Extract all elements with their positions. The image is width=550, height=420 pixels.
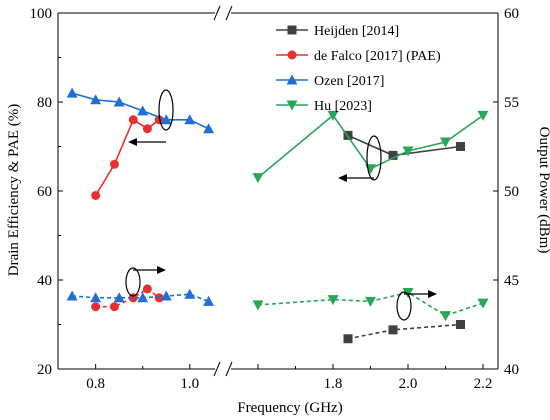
data-point-marker bbox=[440, 137, 451, 148]
data-point-marker bbox=[477, 110, 489, 121]
data-point-marker bbox=[203, 295, 215, 306]
output-power-line bbox=[347, 323, 461, 340]
y-axis-left-title: Drain Efficiency & PAE (%) bbox=[6, 104, 22, 276]
y-right-tick-label: 40 bbox=[504, 362, 519, 378]
data-point-marker bbox=[287, 50, 297, 60]
arrow-head bbox=[338, 174, 347, 182]
data-point-marker bbox=[327, 110, 339, 121]
x-tick-label: 1.8 bbox=[324, 376, 343, 392]
y-left-tick-label: 80 bbox=[37, 95, 52, 111]
y-left-tick-label: 40 bbox=[37, 273, 52, 289]
y-right-tick-label: 50 bbox=[504, 184, 519, 200]
x-tick-label: 2.2 bbox=[474, 376, 493, 392]
series-2 bbox=[91, 115, 164, 312]
annotation-ellipse bbox=[396, 291, 412, 321]
data-point-marker bbox=[286, 100, 298, 111]
data-point-marker bbox=[252, 173, 264, 184]
efficiency-line bbox=[257, 114, 484, 179]
legend-label: Ozen [2017] bbox=[314, 74, 384, 89]
legend-label: de Falco [2017] (PAE) bbox=[314, 49, 441, 64]
data-point-marker bbox=[286, 74, 298, 85]
data-point-marker bbox=[402, 287, 414, 298]
legend-label: Hu [2023] bbox=[314, 99, 372, 114]
annotation-layer bbox=[125, 89, 437, 321]
annotation-ellipse bbox=[125, 267, 141, 297]
arrow-head bbox=[157, 266, 166, 274]
data-point-marker bbox=[327, 295, 339, 306]
data-point-marker bbox=[402, 146, 414, 157]
y-axis-right-title: Output Power (dBm) bbox=[536, 127, 550, 254]
data-point-marker bbox=[66, 290, 78, 301]
data-point-marker bbox=[160, 114, 172, 125]
y-left-tick-label: 100 bbox=[30, 6, 53, 22]
y-right-tick-label: 60 bbox=[504, 6, 519, 22]
data-point-marker bbox=[343, 334, 353, 344]
data-point-marker bbox=[91, 302, 101, 312]
data-point-marker bbox=[365, 164, 376, 175]
axis-break-mark bbox=[213, 5, 221, 21]
arrow-head bbox=[128, 138, 137, 146]
x-axis-title: Frequency (GHz) bbox=[237, 400, 342, 416]
y-left-tick-label: 20 bbox=[37, 362, 52, 378]
y-left-tick-label: 60 bbox=[37, 184, 52, 200]
axes: 20 40 60 80 100 40 45 50 55 60 0.8 1.0 1.8 2.0 2.2 bbox=[30, 5, 519, 392]
series-layer bbox=[66, 87, 489, 344]
x-tick-label: 1.0 bbox=[180, 376, 199, 392]
data-point-marker bbox=[477, 298, 489, 309]
data-point-marker bbox=[142, 284, 152, 294]
axis-break-mark bbox=[225, 361, 233, 377]
data-point-marker bbox=[109, 159, 119, 169]
axis-break-mark bbox=[225, 5, 233, 21]
series-3 bbox=[66, 87, 215, 306]
series-4 bbox=[252, 110, 489, 322]
arrow-head bbox=[428, 290, 437, 298]
data-point-marker bbox=[160, 290, 172, 301]
data-point-marker bbox=[137, 105, 149, 116]
data-point-marker bbox=[184, 114, 196, 125]
data-point-marker bbox=[252, 300, 264, 311]
data-point-marker bbox=[91, 190, 101, 200]
annotation-ellipse bbox=[158, 89, 174, 131]
data-point-marker bbox=[365, 296, 376, 307]
data-point-marker bbox=[128, 115, 138, 125]
data-point-marker bbox=[113, 96, 125, 107]
data-point-marker bbox=[456, 320, 465, 329]
data-point-marker bbox=[137, 292, 149, 303]
data-point-marker bbox=[388, 150, 398, 160]
axis-break-mark bbox=[213, 361, 221, 377]
data-point-marker bbox=[109, 302, 119, 312]
data-point-marker bbox=[113, 292, 125, 303]
y-right-tick-label: 55 bbox=[504, 95, 519, 111]
data-point-marker bbox=[287, 25, 297, 35]
data-point-marker bbox=[90, 292, 102, 303]
y-right-tick-label: 45 bbox=[504, 273, 519, 289]
data-point-marker bbox=[440, 311, 451, 322]
annotation-ellipse bbox=[366, 135, 382, 181]
data-point-marker bbox=[456, 142, 465, 151]
data-point-marker bbox=[142, 124, 152, 134]
data-point-marker bbox=[388, 325, 398, 335]
legend-label: Heijden [2014] bbox=[314, 24, 399, 39]
data-point-marker bbox=[66, 87, 78, 98]
data-point-marker bbox=[90, 94, 102, 105]
x-tick-label: 2.0 bbox=[399, 376, 418, 392]
data-point-marker bbox=[203, 123, 215, 134]
x-tick-label: 0.8 bbox=[86, 376, 105, 392]
data-point-marker bbox=[184, 288, 196, 299]
legend: Heijden [2014] de Falco [2017] (PAE) Ozen … bbox=[276, 24, 441, 114]
